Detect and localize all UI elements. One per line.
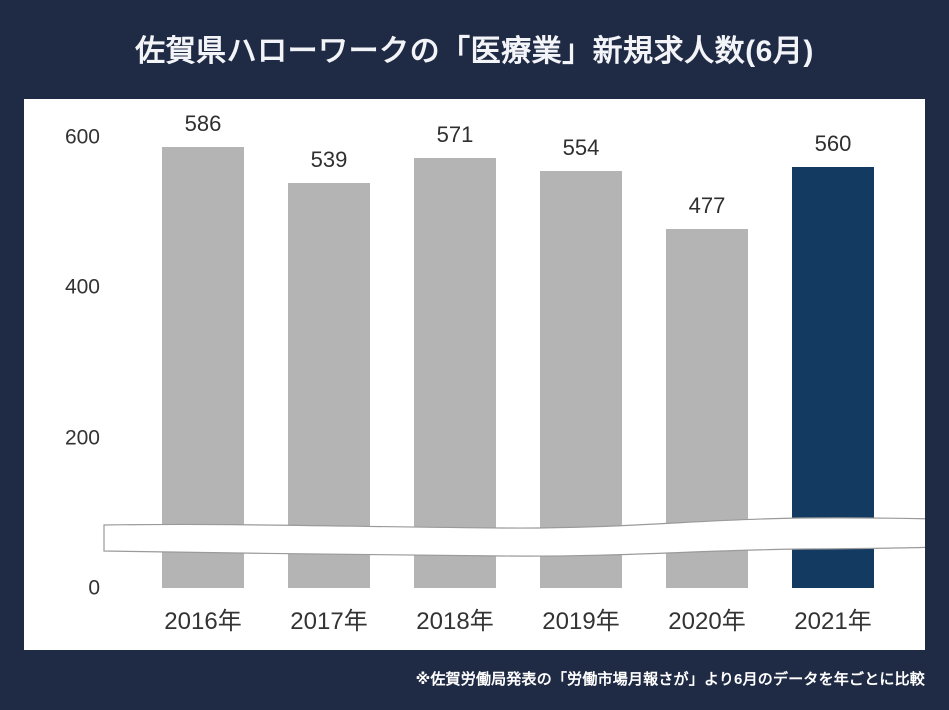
y-tick-label: 0 bbox=[88, 576, 100, 600]
x-axis-category-label: 2019年 bbox=[542, 608, 620, 635]
y-tick-label: 200 bbox=[64, 426, 100, 450]
chart-card: 0 200 400 600 586 2016年 539 2017年 571 2018年 554 20… bbox=[24, 99, 925, 650]
y-axis: 0 200 400 600 bbox=[24, 99, 100, 650]
x-axis-category-label: 2016年 bbox=[164, 608, 242, 635]
bar-highlighted[interactable] bbox=[792, 166, 874, 588]
bar-group: 586 bbox=[140, 99, 266, 588]
y-tick-label: 600 bbox=[64, 125, 100, 149]
bar-value-label: 477 bbox=[688, 193, 726, 219]
x-axis-category-label: 2020年 bbox=[668, 608, 746, 635]
bar-group: 477 bbox=[644, 99, 770, 588]
bar-group: 539 bbox=[266, 99, 392, 588]
bar-value-label: 571 bbox=[436, 122, 474, 148]
bar[interactable] bbox=[666, 229, 748, 588]
footnote: ※佐賀労働局発表の「労働市場月報さが」より6月のデータを年ごとに比較 bbox=[415, 671, 925, 688]
bar-value-label: 554 bbox=[562, 135, 600, 161]
y-tick-label: 400 bbox=[64, 275, 100, 299]
bar-group: 560 bbox=[770, 99, 896, 588]
bar[interactable] bbox=[540, 171, 622, 588]
x-axis-category-label: 2021年 bbox=[794, 608, 872, 635]
bar-value-label: 539 bbox=[310, 146, 348, 172]
bar[interactable] bbox=[162, 147, 244, 588]
plot-area: 586 2016年 539 2017年 571 2018年 554 2019年 477 2020年… bbox=[100, 99, 925, 650]
bar-group: 571 bbox=[392, 99, 518, 588]
page-title: 佐賀県ハローワークの「医療業」新規求人数(6月) bbox=[135, 35, 814, 68]
x-axis-category-label: 2017年 bbox=[290, 608, 368, 635]
bar-value-label: 560 bbox=[814, 130, 852, 156]
bar[interactable] bbox=[288, 182, 370, 588]
bar-group: 554 bbox=[518, 99, 644, 588]
bar[interactable] bbox=[414, 158, 496, 588]
x-axis-category-label: 2018年 bbox=[416, 608, 494, 635]
bar-value-label: 586 bbox=[184, 111, 222, 137]
